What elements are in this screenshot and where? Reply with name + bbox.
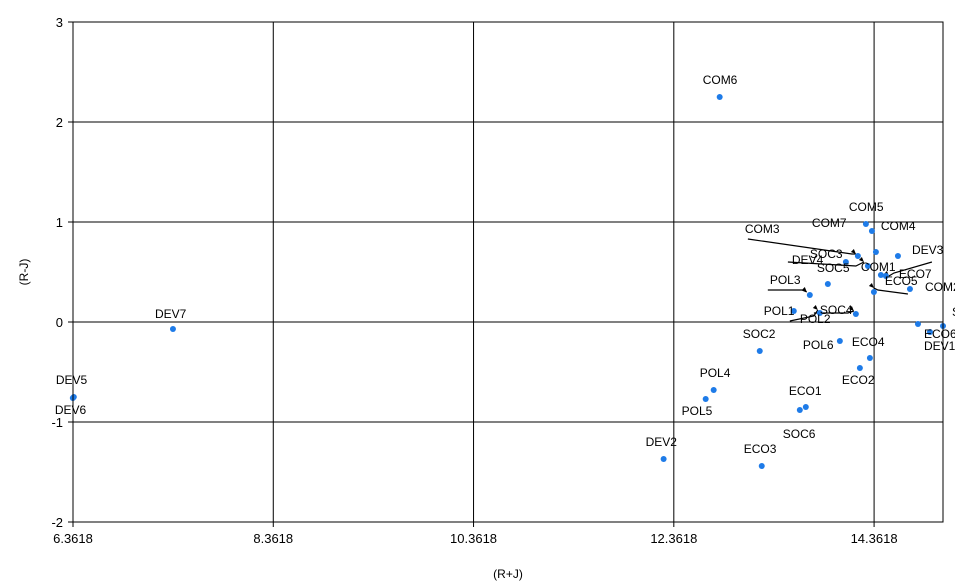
point-label: ECO4 <box>852 335 885 349</box>
y-axis-title: (R-J) <box>17 259 31 286</box>
point-label: POL2 <box>800 312 831 326</box>
point-labels: DEV7 DEV5 DEV6 COM6 DEV2 POL4 POL5 ECO3 SOC2 ECO1… <box>55 73 955 456</box>
point-label: DEV7 <box>155 307 187 321</box>
point-label: SOC5 <box>817 261 850 275</box>
gridlines <box>68 21 943 527</box>
arrowhead <box>812 305 818 310</box>
y-tick-label: 2 <box>56 115 63 130</box>
data-point <box>870 289 877 295</box>
point-label: ECO7 <box>899 267 932 281</box>
data-point <box>790 308 797 314</box>
point-label: POL5 <box>682 404 713 418</box>
point-label: SOC3 <box>810 247 843 261</box>
arrowhead <box>850 249 856 254</box>
data-point <box>866 355 873 361</box>
point-label: ECO5 <box>885 274 918 288</box>
y-tick-label: -2 <box>51 515 63 530</box>
x-tick-label: 12.3618 <box>650 531 697 546</box>
point-label: POL1 <box>764 304 795 318</box>
data-point <box>710 387 717 393</box>
point-label: COM5 <box>849 200 884 214</box>
point-label: SOC6 <box>783 427 816 441</box>
leader-line <box>873 287 908 295</box>
data-point <box>816 310 823 316</box>
arrowhead <box>868 283 874 288</box>
point-label: DEV5 <box>56 373 88 387</box>
point-label: COM3 <box>745 222 780 236</box>
arrowhead <box>848 306 854 311</box>
arrowhead <box>858 257 864 262</box>
data-point <box>842 259 849 265</box>
point-label: ECO2 <box>842 373 875 387</box>
x-tick-label: 14.3618 <box>851 531 898 546</box>
data-point <box>758 463 765 469</box>
data-point <box>836 338 843 344</box>
leader-line <box>747 238 856 255</box>
data-point <box>868 228 875 234</box>
tick-labels: 6.3618 8.3618 10.3618 12.3618 14.3618 3 2 1 0 -1 -… <box>51 15 897 546</box>
data-point <box>864 263 871 269</box>
point-label: ECO1 <box>789 384 822 398</box>
data-point <box>882 273 889 279</box>
point-label: SOC1 <box>952 305 955 319</box>
y-tick-label: 0 <box>56 315 63 330</box>
point-label: POL4 <box>700 366 731 380</box>
data-point <box>756 348 763 354</box>
point-label: ECO3 <box>744 442 777 456</box>
x-tick-label: 10.3618 <box>450 531 497 546</box>
point-label: COM7 <box>812 216 847 230</box>
data-point <box>824 281 831 287</box>
data-point <box>914 321 921 327</box>
data-point <box>872 249 879 255</box>
y-tick-label: 1 <box>56 215 63 230</box>
point-label: DEV3 <box>912 243 944 257</box>
point-label: COM6 <box>703 73 738 87</box>
data-point <box>854 253 861 259</box>
point-label: COM4 <box>881 219 916 233</box>
data-points <box>69 94 946 469</box>
leader-line <box>813 310 855 314</box>
data-point <box>169 326 176 332</box>
data-point <box>660 456 667 462</box>
data-point <box>802 404 809 410</box>
data-point <box>796 407 803 413</box>
data-point <box>906 286 913 292</box>
data-point <box>894 253 901 259</box>
point-label: DEV4 <box>792 253 824 267</box>
leader-line <box>789 309 819 322</box>
leader-line <box>888 261 933 277</box>
y-tick-label: 3 <box>56 15 63 30</box>
data-point <box>877 272 884 278</box>
data-point <box>926 329 933 335</box>
x-tick-label: 6.3618 <box>53 531 93 546</box>
x-axis-title: (R+J) <box>493 567 523 581</box>
plot-frame <box>72 21 944 523</box>
leader-line <box>787 261 865 267</box>
point-label: DEV2 <box>646 435 678 449</box>
arrowhead <box>801 287 807 292</box>
data-point <box>806 292 813 298</box>
point-label: COM2 <box>925 280 955 294</box>
x-tick-label: 8.3618 <box>253 531 293 546</box>
point-label: COM1 <box>861 260 896 274</box>
data-point <box>856 365 863 371</box>
point-label: DEV6 <box>55 403 87 417</box>
data-point <box>862 221 869 227</box>
point-label: SOC2 <box>743 327 776 341</box>
data-point <box>702 396 709 402</box>
point-label: DEV1 <box>924 339 955 353</box>
point-label: SOC4 <box>820 303 853 317</box>
point-label: POL3 <box>770 273 801 287</box>
point-label: POL6 <box>803 338 834 352</box>
data-point <box>716 94 723 100</box>
data-point <box>852 311 859 317</box>
point-label: ECO6 <box>924 327 955 341</box>
y-tick-label: -1 <box>51 415 63 430</box>
